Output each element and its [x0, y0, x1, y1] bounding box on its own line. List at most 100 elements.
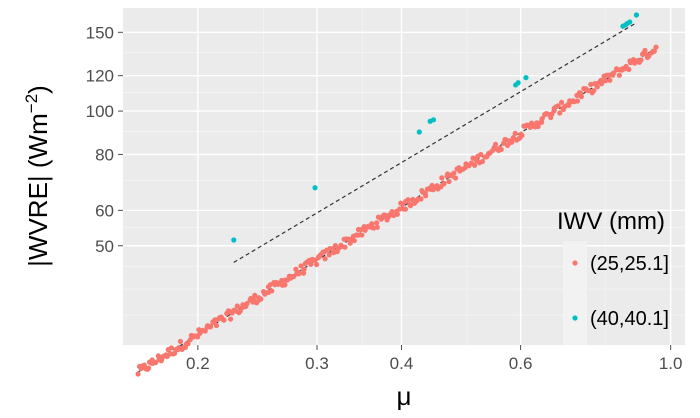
data-point-series-1 — [185, 341, 191, 347]
data-point-series-1 — [369, 221, 375, 227]
data-point-series-1 — [519, 132, 525, 139]
data-point-series-1 — [555, 103, 561, 109]
data-point-series-1 — [228, 316, 234, 322]
data-point-series-1 — [651, 48, 657, 54]
x-axis-title: μ — [397, 381, 412, 411]
data-point-series-1 — [155, 353, 161, 359]
data-point-series-1 — [394, 211, 400, 217]
data-points — [135, 12, 659, 377]
data-point-series-1 — [146, 365, 152, 371]
data-point-series-1 — [172, 350, 178, 356]
minor-gridlines — [123, 8, 685, 345]
data-point-series-1 — [177, 338, 184, 344]
legend-key-background — [563, 241, 587, 345]
legend-key-2 — [572, 315, 578, 321]
legend-label-2: (40,40.1] — [590, 308, 669, 330]
data-point-series-1 — [308, 261, 314, 267]
x-tick-label: 0.4 — [390, 354, 414, 373]
data-point-series-1 — [439, 175, 445, 181]
data-point-series-1 — [557, 110, 563, 116]
data-point-series-1 — [207, 323, 214, 329]
data-point-series-1 — [578, 94, 585, 100]
y-tick-label: 150 — [86, 23, 114, 42]
data-point-series-1 — [594, 84, 600, 90]
x-tick-label: 0.2 — [186, 354, 210, 373]
data-point-series-2 — [515, 80, 521, 86]
data-point-series-1 — [326, 252, 332, 258]
y-tick-label: 100 — [86, 102, 114, 121]
data-point-series-1 — [269, 288, 275, 294]
data-point-series-2 — [416, 129, 422, 135]
data-point-series-1 — [347, 240, 353, 246]
data-point-series-1 — [301, 266, 307, 273]
y-axis-title-close: ) — [23, 85, 53, 94]
data-point-series-1 — [258, 296, 264, 302]
data-point-series-1 — [588, 81, 594, 88]
data-point-series-1 — [322, 256, 328, 262]
data-point-series-2 — [633, 12, 640, 18]
data-point-series-1 — [509, 139, 515, 145]
data-point-series-1 — [566, 102, 572, 108]
data-point-series-1 — [599, 81, 605, 87]
data-point-series-1 — [423, 193, 429, 199]
data-point-series-1 — [602, 78, 609, 84]
data-point-series-1 — [374, 220, 380, 226]
data-point-series-1 — [355, 232, 361, 238]
data-point-series-1 — [221, 317, 227, 323]
data-point-series-1 — [168, 345, 175, 351]
data-point-series-1 — [591, 88, 597, 94]
data-point-series-1 — [244, 300, 250, 307]
data-point-series-1 — [342, 244, 348, 250]
data-point-series-2 — [627, 19, 633, 25]
major-gridlines — [123, 8, 685, 345]
data-point-series-1 — [585, 88, 591, 94]
y-axis-title-main: |WVRE| (Wm — [23, 113, 53, 267]
y-tick-label: 80 — [95, 145, 114, 164]
data-point-series-1 — [397, 206, 403, 212]
data-point-series-1 — [298, 263, 304, 269]
data-point-series-2 — [231, 237, 237, 243]
data-point-series-1 — [234, 303, 240, 309]
data-point-series-1 — [479, 158, 486, 165]
data-point-series-1 — [492, 141, 499, 147]
data-point-series-1 — [512, 130, 518, 136]
data-point-series-1 — [407, 203, 414, 209]
data-point-series-1 — [282, 282, 288, 288]
data-point-series-1 — [472, 162, 478, 168]
data-point-series-1 — [135, 371, 141, 377]
data-point-series-1 — [202, 328, 208, 334]
fit-line-series-2 — [233, 22, 637, 263]
data-point-series-1 — [446, 178, 452, 185]
data-point-series-1 — [441, 180, 447, 186]
data-point-series-1 — [539, 116, 545, 122]
y-tick-label: 60 — [95, 201, 114, 220]
data-point-series-1 — [574, 98, 580, 104]
data-point-series-2 — [523, 75, 529, 81]
data-point-series-1 — [642, 47, 648, 54]
data-point-series-1 — [389, 208, 395, 215]
x-tick-label: 1.0 — [659, 354, 683, 373]
data-point-series-2 — [430, 117, 437, 123]
legend-key-1 — [572, 260, 578, 266]
data-point-series-1 — [545, 111, 551, 117]
x-axis-ticks: 0.2 0.3 0.4 0.6 1.0 — [186, 345, 682, 373]
data-point-series-2 — [312, 185, 318, 191]
data-point-series-1 — [359, 232, 365, 238]
data-point-series-1 — [314, 261, 320, 268]
y-axis-ticks: 50 60 80 100 120 150 — [86, 23, 123, 256]
data-point-series-1 — [498, 146, 504, 153]
legend-title: IWV (mm) — [557, 208, 665, 235]
y-tick-label: 50 — [95, 237, 114, 256]
data-point-series-1 — [252, 292, 258, 298]
data-point-series-1 — [451, 170, 457, 176]
data-point-series-1 — [478, 151, 484, 158]
data-point-series-1 — [638, 57, 644, 63]
data-point-series-1 — [653, 44, 659, 50]
data-point-series-1 — [452, 175, 459, 181]
legend: IWV (mm) (25,25.1] (40,40.1] — [557, 208, 669, 345]
data-point-series-1 — [374, 224, 380, 230]
data-point-series-1 — [607, 77, 613, 83]
data-point-series-1 — [418, 196, 424, 202]
data-point-series-1 — [213, 322, 220, 329]
data-point-series-1 — [402, 206, 409, 212]
